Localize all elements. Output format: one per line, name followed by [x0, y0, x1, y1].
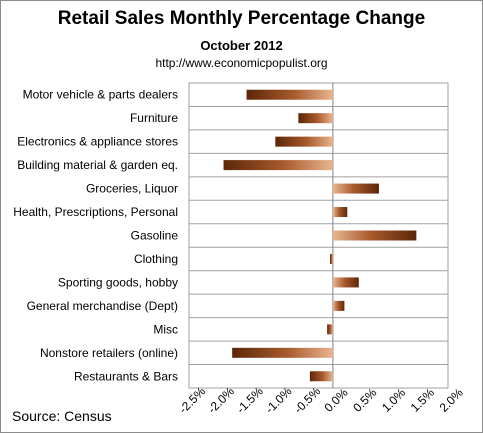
- bar: [298, 113, 333, 124]
- tick-label: 0.0%: [321, 385, 350, 414]
- bar: [332, 300, 345, 311]
- category-label: Restaurants & Bars: [74, 369, 178, 383]
- bar: [223, 160, 333, 171]
- tick-label: 0.5%: [350, 385, 379, 414]
- category-labels: Motor vehicle & parts dealers Furniture El…: [13, 88, 178, 384]
- tick-label: -2.5%: [176, 384, 208, 416]
- tick-label: -1.0%: [262, 384, 294, 416]
- category-label: Clothing: [134, 252, 178, 266]
- bar: [309, 371, 333, 382]
- tick-label: 1.0%: [379, 385, 408, 414]
- bars: [223, 89, 417, 382]
- bar: [327, 324, 333, 335]
- category-label: Motor vehicle & parts dealers: [23, 88, 178, 102]
- bar: [330, 253, 333, 264]
- category-label: Groceries, Liquor: [86, 182, 178, 196]
- tick-label: 1.5%: [408, 385, 437, 414]
- category-label: Sporting goods, hobby: [58, 275, 178, 289]
- tick-label: -1.5%: [234, 384, 266, 416]
- bar: [332, 183, 379, 194]
- bar: [332, 277, 359, 288]
- plot-area: [188, 82, 449, 389]
- tick-labels: -2.5%-2.0%-1.5%-1.0%-0.5%0.0% 0.5% 1.0% 1.5…: [176, 384, 466, 416]
- bar: [246, 89, 333, 100]
- chart-subtitle: October 2012: [200, 38, 283, 53]
- source-url: http://www.economicpopulist.org: [155, 56, 328, 70]
- category-label: Nonstore retailers (online): [40, 346, 178, 360]
- category-label: Health, Prescriptions, Personal: [13, 205, 178, 219]
- bar: [275, 136, 333, 147]
- category-label: Misc: [153, 322, 178, 336]
- grid-lines: [188, 82, 449, 389]
- bar: [332, 207, 348, 218]
- tick-label: 2.0%: [437, 385, 466, 414]
- bar: [332, 230, 417, 241]
- tick-label: -0.5%: [291, 384, 323, 416]
- tick-label: -2.0%: [205, 384, 237, 416]
- category-label: Furniture: [130, 111, 178, 125]
- category-label: Building material & garden eq.: [17, 158, 178, 172]
- chart-title: Retail Sales Monthly Percentage Change: [57, 8, 426, 29]
- category-label: Electronics & appliance stores: [17, 135, 178, 149]
- source-label: Source: Census: [12, 408, 112, 424]
- bar: [232, 347, 333, 358]
- category-label: General merchandise (Dept): [27, 299, 178, 313]
- category-label: Gasoline: [131, 229, 179, 243]
